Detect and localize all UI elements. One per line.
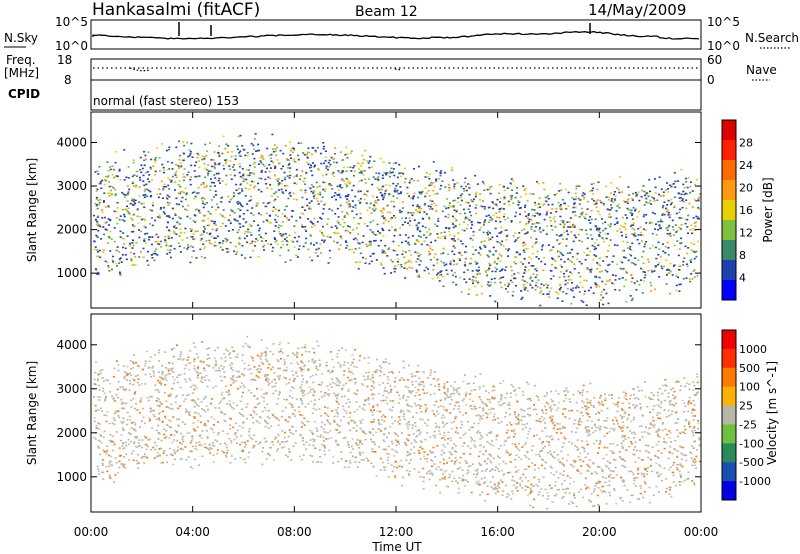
beam-label: Beam 12 bbox=[355, 4, 418, 20]
power-colorbar-swatch bbox=[722, 280, 736, 301]
time-tick: 00:00 bbox=[74, 525, 109, 539]
cpid-value: normal (fast stereo) 153 bbox=[93, 94, 239, 108]
power-colorbar-tick: 20 bbox=[739, 182, 753, 195]
power-ytick: 4000 bbox=[56, 135, 87, 149]
velocity-panel: 1000 2000 3000 4000 Slant Range [km] 1000 50… bbox=[25, 314, 779, 512]
cpid-label: CPID bbox=[8, 87, 40, 101]
power-colorbar-swatch bbox=[722, 220, 736, 241]
power-colorbar-label: Power [dB] bbox=[761, 177, 775, 242]
velocity-colorbar-tick: -1000 bbox=[739, 475, 771, 488]
time-tick: 12:00 bbox=[379, 525, 414, 539]
velocity-colorbar-tick: 500 bbox=[739, 362, 760, 375]
freq-right-tick-top: 60 bbox=[707, 53, 722, 67]
time-axis-label: Time UT bbox=[371, 540, 422, 554]
power-panel: 1000 2000 3000 4000 Slant Range [km] 28 24 20… bbox=[25, 112, 775, 308]
velocity-colorbar-swatch bbox=[722, 481, 736, 500]
velocity-colorbar-swatch bbox=[722, 330, 736, 349]
power-colorbar-swatch bbox=[722, 260, 736, 281]
time-tick: 16:00 bbox=[480, 525, 515, 539]
time-axis: 00:00 04:00 08:00 12:00 16:00 20:00 00:00 bbox=[74, 112, 719, 539]
velocity-colorbar-tick: 25 bbox=[739, 400, 753, 413]
power-colorbar-tick: 4 bbox=[739, 272, 746, 285]
velocity-colorbar-tick: -500 bbox=[739, 456, 764, 469]
velocity-colorbar-swatch bbox=[722, 443, 736, 462]
nave-label: Nave bbox=[746, 63, 777, 77]
velocity-colorbar-tick: 1000 bbox=[739, 343, 767, 356]
noise-right-tick-bottom: 10^0 bbox=[707, 39, 740, 53]
power-colorbar-tick: 16 bbox=[739, 204, 753, 217]
time-tick: 08:00 bbox=[277, 525, 312, 539]
noise-sky-label: N.Sky bbox=[4, 31, 38, 45]
noise-left-tick-top: 10^5 bbox=[55, 15, 88, 29]
power-colorbar: 28 24 20 16 12 8 4 bbox=[722, 120, 753, 301]
station-title: Hankasalmi (fitACF) bbox=[92, 0, 260, 20]
velocity-ytick: 1000 bbox=[56, 470, 87, 484]
cpid-panel: CPID normal (fast stereo) 153 bbox=[8, 80, 701, 110]
power-colorbar-swatch bbox=[722, 120, 736, 141]
noise-search-label: N.Search bbox=[745, 31, 799, 45]
noise-right-tick-top: 10^5 bbox=[707, 15, 740, 29]
freq-left-tick-top: 18 bbox=[57, 53, 72, 67]
velocity-ylabel: Slant Range [km] bbox=[25, 361, 39, 465]
velocity-colorbar-swatch bbox=[722, 368, 736, 387]
freq-label-line2: [MHz] bbox=[4, 66, 39, 80]
time-tick: 04:00 bbox=[175, 525, 210, 539]
freq-left-tick-bottom: 8 bbox=[64, 73, 72, 87]
freq-right-tick-bottom: 0 bbox=[707, 73, 715, 87]
velocity-ytick: 3000 bbox=[56, 382, 87, 396]
velocity-ytick: 4000 bbox=[56, 338, 87, 352]
power-heatmap bbox=[93, 133, 701, 306]
velocity-heatmap bbox=[93, 336, 701, 509]
noise-sky-trace bbox=[93, 32, 699, 39]
time-tick: 20:00 bbox=[582, 525, 617, 539]
time-tick: 00:00 bbox=[684, 525, 719, 539]
power-colorbar-tick: 28 bbox=[739, 137, 753, 150]
power-ylabel: Slant Range [km] bbox=[25, 158, 39, 262]
power-colorbar-swatch bbox=[722, 160, 736, 181]
noise-panel: N.Sky 10^5 10^0 10^5 10^0 N.Search bbox=[4, 15, 799, 53]
velocity-colorbar-swatch bbox=[722, 406, 736, 425]
velocity-colorbar-tick: -100 bbox=[739, 437, 764, 450]
velocity-colorbar-swatch bbox=[722, 424, 736, 443]
power-colorbar-tick: 12 bbox=[739, 227, 753, 240]
noise-left-tick-bottom: 10^0 bbox=[55, 39, 88, 53]
power-colorbar-swatch bbox=[722, 180, 736, 201]
power-colorbar-swatch bbox=[722, 140, 736, 161]
velocity-colorbar-swatch bbox=[722, 462, 736, 481]
power-colorbar-swatch bbox=[722, 200, 736, 221]
power-colorbar-tick: 24 bbox=[739, 159, 753, 172]
power-ytick: 2000 bbox=[56, 223, 87, 237]
velocity-colorbar-tick: -25 bbox=[739, 418, 757, 431]
frequency-panel: Freq. [MHz] 18 8 60 0 Nave bbox=[4, 53, 777, 87]
freq-label-line1: Freq. bbox=[6, 53, 36, 67]
velocity-colorbar: 1000 500 100 25 -25 -100 -500 -1000 bbox=[722, 330, 771, 501]
power-colorbar-tick: 8 bbox=[739, 249, 746, 262]
power-colorbar-swatch bbox=[722, 240, 736, 261]
power-ytick: 3000 bbox=[56, 179, 87, 193]
date-label: 14/May/2009 bbox=[588, 1, 686, 19]
velocity-colorbar-label: Velocity [m s^-1] bbox=[765, 361, 779, 465]
power-ytick: 1000 bbox=[56, 266, 87, 280]
velocity-colorbar-swatch bbox=[722, 349, 736, 368]
velocity-ytick: 2000 bbox=[56, 426, 87, 440]
velocity-colorbar-swatch bbox=[722, 387, 736, 406]
velocity-colorbar-tick: 100 bbox=[739, 381, 760, 394]
